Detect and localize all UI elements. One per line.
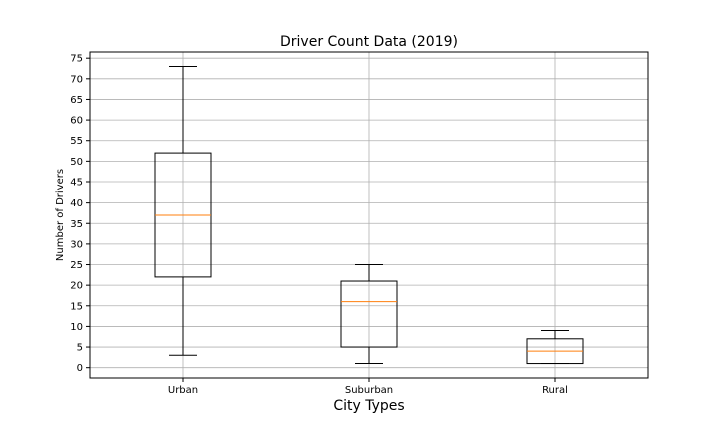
y-tick-label: 5 [77,343,83,354]
y-tick-label: 70 [70,74,83,85]
box-series [154,65,584,365]
x-tick-label: Rural [542,385,568,396]
y-tick-label: 60 [70,116,83,127]
y-axis-ticks: 0 5 10 15 20 25 30 35 40 45 50 55 60 65 70 75 [70,54,90,374]
y-tick-label: 10 [70,322,83,333]
y-tick-label: 35 [70,219,83,230]
y-tick-label: 15 [70,301,83,312]
x-tick-label: Urban [168,385,198,396]
y-tick-label: 20 [70,281,83,292]
y-tick-label: 30 [70,239,83,250]
interquartile-box [340,280,398,348]
y-tick-label: 55 [70,136,83,147]
y-tick-label: 40 [70,198,83,209]
y-tick-label: 65 [70,95,83,106]
box-suburban [340,264,398,365]
x-axis-label: City Types [333,398,404,414]
box-urban [154,65,212,356]
chart-title: Driver Count Data (2019) [280,34,458,50]
y-tick-label: 25 [70,260,83,271]
y-tick-label: 45 [70,177,83,188]
y-tick-label: 50 [70,157,83,168]
y-axis-label: Number of Drivers [55,169,66,261]
y-tick-label: 0 [77,363,83,374]
box-rural [526,330,584,365]
x-tick-label: Suburban [345,385,393,396]
x-axis-ticks: Urban Suburban Rural [168,378,568,396]
y-tick-label: 75 [70,54,83,65]
